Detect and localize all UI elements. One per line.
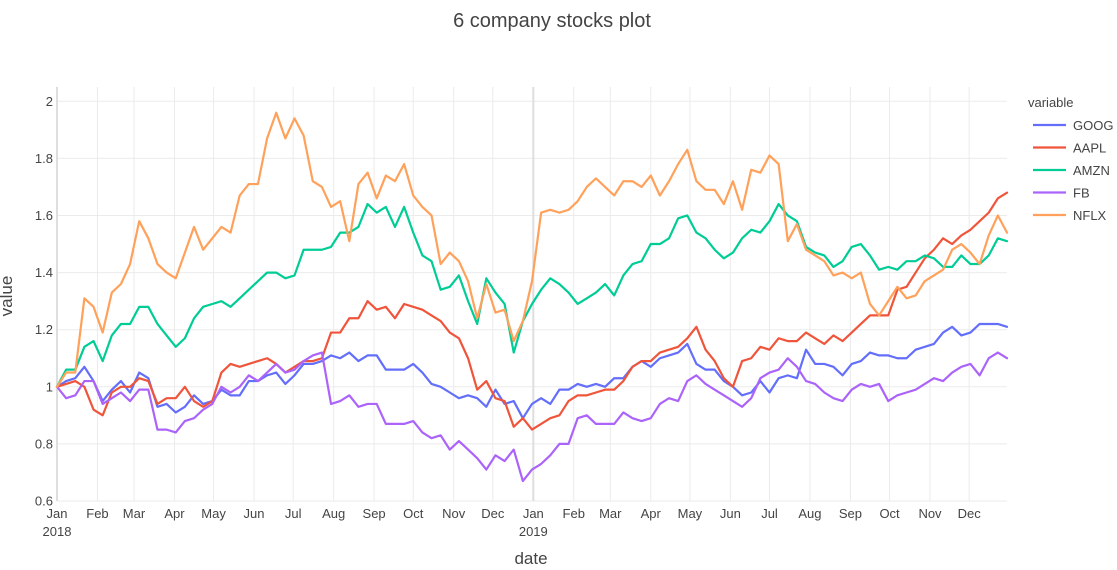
- x-tick-label: Jun: [244, 506, 265, 521]
- grid: [56, 87, 1007, 502]
- x-tick-label: Dec: [958, 506, 982, 521]
- x-tick-label: Apr: [641, 506, 662, 521]
- x-tick-label: May: [201, 506, 226, 521]
- legend-label: FB: [1073, 186, 1090, 201]
- y-tick-label: 2: [46, 94, 53, 109]
- legend-label: GOOG: [1073, 118, 1113, 133]
- x-tick-label: Oct: [403, 506, 424, 521]
- legend-label: AMZN: [1073, 163, 1110, 178]
- x-tick-label: Sep: [839, 506, 862, 521]
- x-tick-label: May: [678, 506, 703, 521]
- x-tick-year-label: 2019: [519, 524, 548, 539]
- y-axis-title: value: [0, 276, 16, 317]
- x-tick-label: Oct: [879, 506, 900, 521]
- series-line-amzn[interactable]: [55, 202, 1009, 388]
- x-tick-label: Aug: [798, 506, 821, 521]
- series-lines: [55, 111, 1009, 483]
- y-tick-label: 1.8: [35, 151, 53, 166]
- x-tick-label: Nov: [918, 506, 942, 521]
- x-tick-year-label: 2018: [43, 524, 72, 539]
- x-tick-label: Jul: [285, 506, 302, 521]
- x-tick-label: Mar: [599, 506, 622, 521]
- y-tick-label: 0.6: [35, 494, 53, 509]
- legend-item-nflx[interactable]: NFLX: [1033, 208, 1107, 223]
- x-tick-label: Feb: [86, 506, 108, 521]
- x-tick-label: Jan: [47, 506, 68, 521]
- x-tick-label: Jan: [523, 506, 544, 521]
- y-tick-label: 1: [46, 379, 53, 394]
- legend-item-fb[interactable]: FB: [1033, 186, 1090, 201]
- x-tick-label: Apr: [164, 506, 185, 521]
- x-tick-label: Aug: [322, 506, 345, 521]
- legend-item-goog[interactable]: GOOG: [1033, 118, 1113, 133]
- x-tick-label: Jul: [761, 506, 778, 521]
- x-tick-label: Sep: [363, 506, 386, 521]
- legend-label: NFLX: [1073, 208, 1107, 223]
- series-line-fb[interactable]: [55, 351, 1009, 483]
- legend-label: AAPL: [1073, 141, 1106, 156]
- x-tick-label: Mar: [123, 506, 146, 521]
- x-axis-title: date: [514, 549, 547, 568]
- legend-item-amzn[interactable]: AMZN: [1033, 163, 1110, 178]
- x-tick-label: Jun: [720, 506, 741, 521]
- chart-title: 6 company stocks plot: [453, 10, 651, 32]
- x-tick-label: Dec: [481, 506, 505, 521]
- legend[interactable]: variable GOOG AAPL AMZN FB NFLX: [1028, 95, 1113, 223]
- x-axis-ticks: Jan 2018 Feb Mar Apr May Jun Jul Aug Sep Oct Nov Dec…: [43, 506, 982, 539]
- y-axis-ticks: 0.6 0.8 1 1.2 1.4 1.6 1.8 2: [35, 94, 53, 509]
- y-tick-label: 1.6: [35, 208, 53, 223]
- y-tick-label: 1.4: [35, 265, 53, 280]
- legend-title: variable: [1028, 95, 1074, 110]
- series-line-nflx[interactable]: [55, 111, 1009, 388]
- x-tick-label: Feb: [563, 506, 585, 521]
- legend-item-aapl[interactable]: AAPL: [1033, 141, 1106, 156]
- series-line-aapl[interactable]: [55, 191, 1009, 431]
- x-tick-label: Nov: [442, 506, 466, 521]
- y-tick-label: 1.2: [35, 322, 53, 337]
- y-tick-label: 0.8: [35, 436, 53, 451]
